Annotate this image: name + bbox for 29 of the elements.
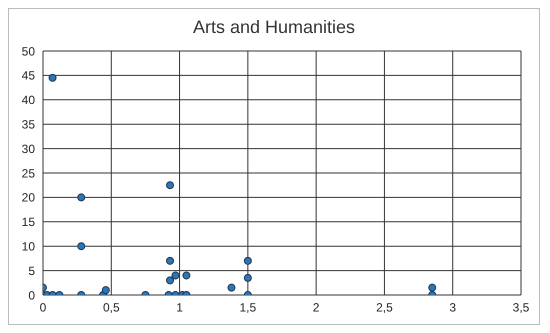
y-tick-label: 0 (28, 288, 36, 302)
chart-title: Arts and Humanities (192, 17, 356, 39)
x-tick-label: 1 (176, 300, 184, 315)
point (244, 274, 252, 282)
y-tick-label: 20 (22, 190, 36, 205)
y-tick-label: 45 (22, 68, 36, 83)
y-tick-label: 50 (22, 44, 36, 58)
x-tick-label: 2 (312, 300, 320, 315)
point (77, 193, 86, 202)
point (166, 276, 174, 284)
x-tick-label: 0 (40, 300, 47, 315)
y-tick-label: 10 (22, 239, 36, 254)
x-tick-label: 1,5 (240, 300, 257, 315)
y-tick-label: 5 (28, 264, 36, 278)
point (166, 181, 174, 190)
point (171, 271, 180, 280)
point (166, 256, 174, 265)
y-tick-label: 35 (22, 117, 36, 132)
y-tick-label: 40 (22, 93, 36, 108)
y-tick-label: 25 (22, 166, 36, 180)
x-tick-label: 0,5 (102, 300, 120, 315)
point (182, 271, 190, 280)
x-tick-label: 3,5 (512, 300, 530, 315)
x-tick-label: 3 (449, 300, 456, 315)
point (77, 242, 86, 250)
point (244, 256, 252, 265)
x-tick-label: 2,5 (376, 300, 394, 315)
y-tick-label: 15 (22, 215, 36, 230)
y-tick-label: 30 (22, 142, 36, 156)
